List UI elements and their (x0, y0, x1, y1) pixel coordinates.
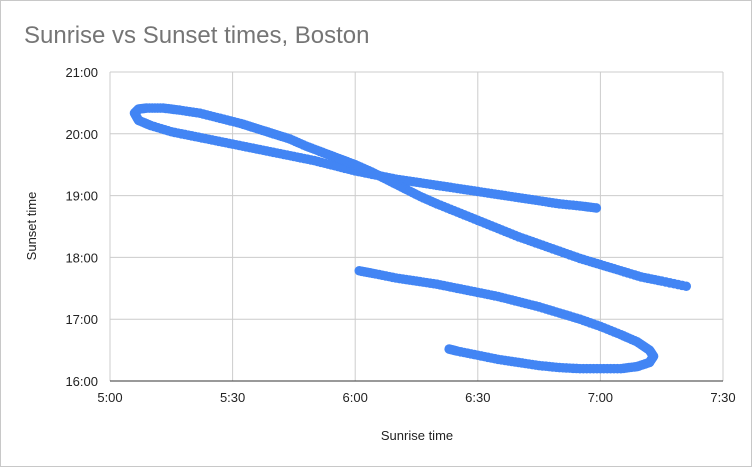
x-tick-label: 6:30 (465, 390, 490, 405)
y-axis-title: Sunset time (24, 192, 39, 261)
x-axis-title: Sunrise time (381, 428, 453, 443)
y-tick-label: 20:00 (65, 127, 98, 142)
x-tick-label: 5:00 (97, 390, 122, 405)
data-points (129, 103, 692, 374)
y-tick-label: 17:00 (65, 312, 98, 327)
y-tick-label: 16:00 (65, 374, 98, 389)
x-axis-ticks: 5:00 5:30 6:00 6:30 7:00 7:30 (97, 390, 735, 405)
chart-title: Sunrise vs Sunset times, Boston (24, 22, 370, 49)
x-tick-label: 7:00 (588, 390, 613, 405)
gridlines (109, 71, 724, 382)
x-tick-label: 6:00 (343, 390, 368, 405)
x-tick-label: 7:30 (710, 390, 735, 405)
y-tick-label: 19:00 (65, 189, 98, 204)
y-tick-label: 18:00 (65, 250, 98, 265)
y-tick-label: 21:00 (65, 65, 98, 80)
x-tick-label: 5:30 (220, 390, 245, 405)
y-axis-ticks: 16:00 17:00 18:00 19:00 20:00 21:00 (65, 65, 98, 389)
data-point (681, 281, 692, 292)
data-point (444, 344, 454, 354)
